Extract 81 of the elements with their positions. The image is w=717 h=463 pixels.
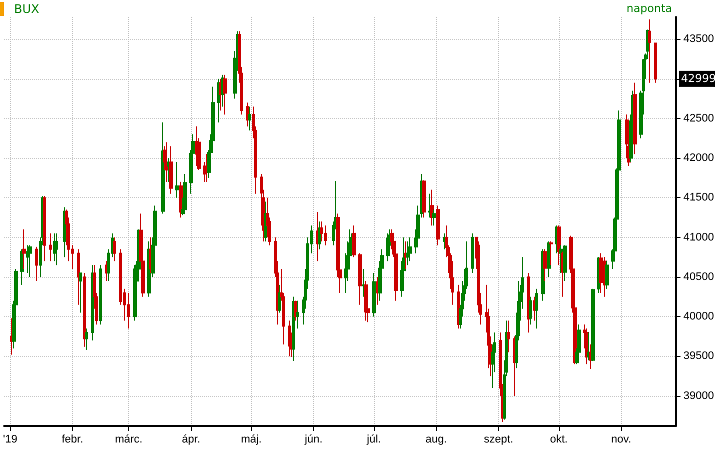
candlestick [320,221,323,242]
candlestick [422,180,426,218]
candlestick [35,246,38,282]
candlestick [288,320,291,357]
x-tick-label: febr. [62,434,84,446]
candlestick [408,236,412,262]
candlestick [471,232,474,274]
x-tick-label: aug. [426,434,447,446]
candlestick [43,196,46,262]
text: naponta [626,2,672,15]
candlestick [175,162,179,198]
candlestick [432,209,436,226]
candlestick [533,296,536,322]
candlestick [91,264,94,341]
y-tick-label: 43500 [683,33,714,46]
candlestick [557,224,561,266]
candlestick [535,288,538,330]
candlestick [49,232,52,262]
y-tick-label: 42000 [683,152,714,164]
candlestick [529,296,532,326]
candlestick [599,252,603,294]
candlestick [85,328,88,350]
candlestick [406,240,410,266]
candlestick [549,240,553,266]
annotation: 42999 [681,72,716,85]
candlestick [605,260,609,290]
y-tick-label: 42500 [683,112,714,124]
candlestick [169,146,173,194]
candlestick [352,224,356,258]
candlestick [127,292,130,330]
candlestick [99,264,102,326]
x-tick-label: jún. [304,434,323,446]
x-tick-label: júl. [366,434,381,446]
candlestick [79,272,82,314]
candlestick [113,236,116,262]
candlestick [77,248,80,306]
candlestick [22,228,26,270]
candlestick [223,74,227,115]
candlestick [264,201,267,242]
candlestick [372,272,376,318]
candlestick [63,206,66,258]
candlestick [248,106,251,131]
chart-title: BUX [14,2,40,16]
candlestick [292,296,295,362]
candlestick [654,42,657,84]
y-tick-label: 40500 [683,270,714,283]
x-tick-label: márc. [114,434,142,446]
candlestick [507,320,510,353]
candlestick [55,232,58,266]
candlestick [358,252,362,306]
x-tick-label: szept. [484,434,514,446]
candlestick [563,244,567,282]
candlestick [648,18,651,84]
candlestick [316,211,319,262]
candlestick [436,205,440,246]
candlestick [296,300,299,330]
y-tick-label: 39000 [683,390,714,402]
candlestick [83,272,86,348]
x-tick-label: máj. [240,434,262,446]
y-tick-label: 39500 [683,350,714,362]
candlestick [246,102,249,127]
candlestick [527,272,530,333]
candlestick [105,260,108,282]
candlestick [294,300,297,322]
x-tick-label: '19 [2,434,18,446]
candlestick [443,232,446,250]
candlestick [318,221,321,250]
y-tick-label: 40000 [683,310,714,323]
candlestick [53,232,56,262]
candlestick [28,244,32,278]
candlestick [324,224,327,246]
candlestick [513,336,516,396]
candlestick [633,82,637,155]
y-tick-label: 41500 [683,192,714,204]
candlestick [591,288,595,362]
x-tick-label: nov. [611,434,632,446]
candlestick [543,248,547,282]
candlestick [278,284,281,314]
x-tick-label: okt. [550,434,568,446]
y-tick-label: 41000 [683,231,714,244]
x-tick-label: ápr. [182,434,200,446]
